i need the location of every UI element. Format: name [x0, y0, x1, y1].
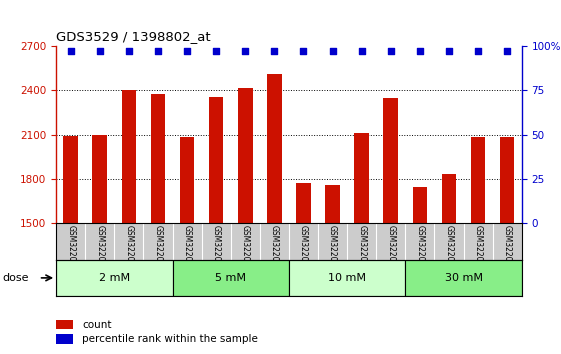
Point — [473, 48, 482, 54]
Bar — [56, 320, 73, 329]
Bar — [325, 185, 340, 223]
Text: GSM322021: GSM322021 — [503, 225, 512, 271]
Point — [299, 48, 308, 54]
Bar — [405, 260, 522, 296]
Point — [270, 48, 279, 54]
Text: percentile rank within the sample: percentile rank within the sample — [82, 334, 258, 344]
Bar — [355, 133, 369, 223]
Bar — [500, 137, 514, 223]
Point — [444, 48, 453, 54]
Text: GSM322018: GSM322018 — [415, 225, 424, 271]
Bar — [209, 97, 223, 223]
Text: GSM322019: GSM322019 — [444, 225, 453, 271]
Point — [241, 48, 250, 54]
Text: GSM322007: GSM322007 — [95, 225, 104, 271]
Text: 30 mM: 30 mM — [444, 273, 482, 283]
Text: GSM322015: GSM322015 — [328, 225, 337, 271]
Bar — [93, 135, 107, 223]
Bar — [289, 260, 405, 296]
Text: 5 mM: 5 mM — [215, 273, 246, 283]
Text: GSM322016: GSM322016 — [357, 225, 366, 271]
Text: 2 mM: 2 mM — [99, 273, 130, 283]
Point — [357, 48, 366, 54]
Text: GSM322008: GSM322008 — [125, 225, 134, 271]
Text: GSM322010: GSM322010 — [182, 225, 191, 271]
Text: 10 mM: 10 mM — [328, 273, 366, 283]
Bar — [412, 187, 427, 223]
Text: count: count — [82, 320, 112, 330]
Text: GSM322012: GSM322012 — [241, 225, 250, 271]
Text: GDS3529 / 1398802_at: GDS3529 / 1398802_at — [56, 30, 211, 44]
Text: GSM322020: GSM322020 — [473, 225, 482, 271]
Bar — [180, 137, 194, 223]
Point — [125, 48, 134, 54]
Point — [66, 48, 75, 54]
Point — [211, 48, 220, 54]
Bar — [56, 260, 173, 296]
Point — [95, 48, 104, 54]
Text: dose: dose — [3, 273, 29, 283]
Point — [182, 48, 191, 54]
Bar — [56, 334, 73, 344]
Bar — [122, 90, 136, 223]
Text: GSM322011: GSM322011 — [211, 225, 220, 271]
Bar — [173, 260, 289, 296]
Bar — [238, 88, 252, 223]
Point — [154, 48, 163, 54]
Text: GSM322013: GSM322013 — [270, 225, 279, 271]
Bar — [296, 183, 311, 223]
Point — [415, 48, 424, 54]
Point — [328, 48, 337, 54]
Bar — [471, 137, 485, 223]
Text: GSM322014: GSM322014 — [299, 225, 308, 271]
Bar — [267, 74, 282, 223]
Bar — [442, 173, 456, 223]
Point — [503, 48, 512, 54]
Text: GSM322017: GSM322017 — [387, 225, 396, 271]
Point — [387, 48, 396, 54]
Bar — [151, 94, 165, 223]
Bar — [384, 98, 398, 223]
Text: GSM322009: GSM322009 — [154, 225, 163, 271]
Bar — [63, 136, 78, 223]
Text: GSM322006: GSM322006 — [66, 225, 75, 271]
